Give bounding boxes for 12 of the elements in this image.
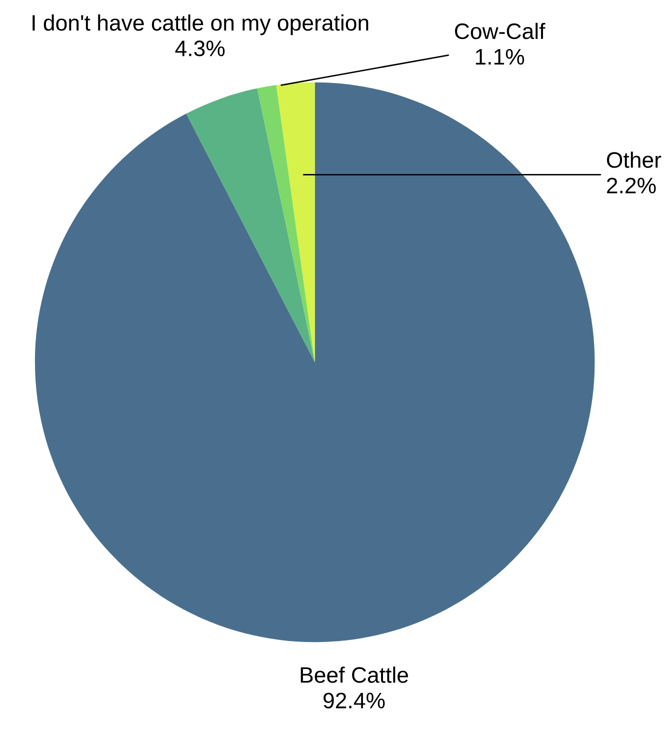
pie-slice: [276, 82, 315, 362]
pie-slice: [34, 82, 595, 642]
slice-label: I don't have cattle on my operation: [32, 14, 368, 36]
pie-slice: [257, 85, 315, 362]
pie-slice: [186, 88, 315, 362]
data-label: 92.4%: [324, 692, 385, 708]
data-label: 1.1%: [476, 49, 524, 65]
slice-label: Cow-Calf: [455, 22, 546, 40]
slice-label: Beef Cattle: [300, 666, 408, 683]
slice-label: Other: [606, 152, 662, 168]
data-label: 2.2%: [607, 178, 656, 194]
data-label: 4.3%: [175, 40, 225, 56]
